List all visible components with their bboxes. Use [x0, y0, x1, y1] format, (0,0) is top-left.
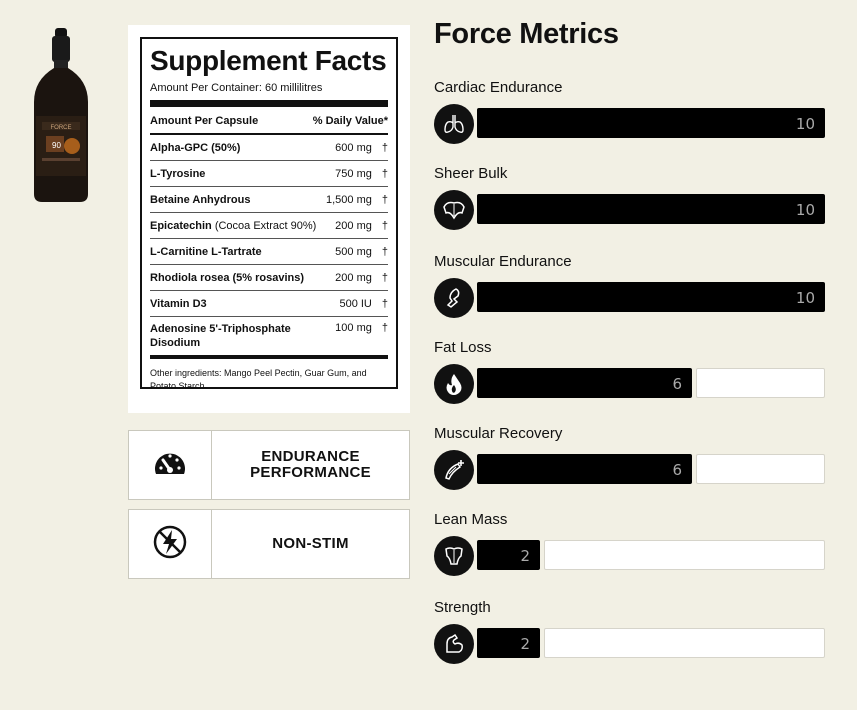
facts-row-amount: 750 mg: [335, 167, 372, 180]
facts-divider-bottom: [150, 355, 388, 359]
torso-icon: [434, 536, 474, 576]
metric-bar-remainder: [544, 628, 825, 658]
metric-bar-remainder: [696, 454, 825, 484]
supplement-facts-panel: Supplement Facts Amount Per Container: 6…: [128, 25, 410, 413]
metric-bar: 10: [477, 108, 825, 138]
bottle-label-number: 90: [52, 141, 61, 150]
lungs-icon: [434, 104, 474, 144]
facts-row: Rhodiola rosea (5% rosavins) 200 mg †: [150, 265, 388, 291]
metric-strength: Strength 2: [434, 599, 826, 679]
product-bottle-image: FORCE 90: [30, 28, 92, 204]
supplement-facts-label: Supplement Facts Amount Per Container: 6…: [140, 37, 398, 391]
metric-bar-fill: 10: [477, 108, 825, 138]
muscle-fiber-plus-icon: [434, 450, 474, 490]
metric-value: 10: [795, 201, 815, 219]
metric-value: 2: [520, 547, 530, 565]
facts-row: L-Carnitine L-Tartrate 500 mg †: [150, 239, 388, 265]
facts-row-dv: †: [381, 141, 388, 154]
facts-row-dv: †: [381, 271, 388, 284]
facts-row-amount: 1,500 mg: [326, 193, 372, 206]
facts-amount-per-container: Amount Per Container: 60 millilitres: [150, 82, 323, 94]
metric-bar: 2: [477, 540, 825, 570]
metric-bar: 10: [477, 282, 825, 312]
facts-row: Adenosine 5'-Triphosphate Disodium 100 m…: [150, 317, 388, 355]
metric-label: Fat Loss: [434, 339, 492, 356]
feature-label: NON-STIM: [272, 535, 349, 552]
metric-label: Muscular Endurance: [434, 253, 572, 270]
facts-row-dv: †: [381, 245, 388, 258]
metric-label: Muscular Recovery: [434, 425, 563, 442]
metric-label: Sheer Bulk: [434, 165, 508, 182]
facts-row: L-Tyrosine 750 mg †: [150, 161, 388, 187]
facts-row-dv: †: [381, 193, 388, 206]
metric-bar-fill: 10: [477, 282, 825, 312]
flame-icon: [434, 364, 474, 404]
metric-bar: 2: [477, 628, 825, 658]
metric-label: Strength: [434, 599, 491, 616]
facts-title: Supplement Facts: [150, 45, 387, 76]
running-leg-icon: [434, 278, 474, 318]
feature-non-stim: NON-STIM: [128, 509, 410, 579]
facts-row-dv: †: [381, 322, 388, 334]
facts-row: Vitamin D3 500 IU †: [150, 291, 388, 317]
muscle-back-icon: [434, 190, 474, 230]
facts-row-amount: 500 IU: [339, 297, 372, 310]
feature-endurance-performance: ENDURANCE PERFORMANCE: [128, 430, 410, 500]
metric-cardiac-endurance: Cardiac Endurance 10: [434, 79, 826, 159]
metric-value: 2: [520, 635, 530, 653]
facts-row: Alpha-GPC (50%) 600 mg †: [150, 135, 388, 161]
metric-lean-mass: Lean Mass 2: [434, 511, 826, 591]
no-stimulant-icon: [152, 524, 188, 565]
metric-bar-fill: 6: [477, 368, 692, 398]
facts-row-amount: 200 mg: [335, 271, 372, 284]
facts-other-ingredients: Other ingredients: Mango Peel Pectin, Gu…: [150, 368, 367, 391]
metric-bar-fill: 10: [477, 194, 825, 224]
facts-row-dv: †: [381, 219, 388, 232]
metric-bar-remainder: [544, 540, 825, 570]
metric-label: Lean Mass: [434, 511, 508, 528]
metric-bar-fill: 6: [477, 454, 692, 484]
feature-label: ENDURANCE PERFORMANCE: [250, 448, 371, 481]
metric-bar-remainder: [696, 368, 825, 398]
facts-row-amount: 200 mg: [335, 219, 372, 232]
speedometer-icon: [153, 448, 187, 483]
metric-value: 6: [672, 375, 682, 393]
metric-bar-fill: 2: [477, 628, 540, 658]
metric-bar: 6: [477, 368, 825, 398]
flexed-arm-icon: [434, 624, 474, 664]
facts-row-name: L-Tyrosine: [150, 167, 206, 180]
facts-row-amount: 500 mg: [335, 245, 372, 258]
facts-row-name: Epicatechin (Cocoa Extract 90%): [150, 219, 317, 232]
facts-row: Betaine Anhydrous 1,500 mg †: [150, 187, 388, 213]
metric-muscular-endurance: Muscular Endurance 10: [434, 253, 826, 333]
metric-value: 10: [795, 115, 815, 133]
metric-value: 10: [795, 289, 815, 307]
metrics-title: Force Metrics: [434, 18, 619, 50]
facts-divider: [150, 100, 388, 107]
facts-row-name: L-Carnitine L-Tartrate: [150, 245, 262, 258]
facts-col-left: Amount Per Capsule: [150, 115, 259, 127]
facts-row-dv: †: [381, 297, 388, 310]
facts-row-sub: (Cocoa Extract 90%): [214, 219, 317, 232]
metric-value: 6: [672, 461, 682, 479]
facts-row-dv: †: [381, 167, 388, 180]
facts-col-right: % Daily Value*: [312, 115, 388, 127]
facts-row-amount: 600 mg: [335, 141, 372, 154]
bottle-label-text: FORCE: [51, 125, 72, 131]
metric-label: Cardiac Endurance: [434, 79, 563, 96]
metric-sheer-bulk: Sheer Bulk 10: [434, 165, 826, 245]
facts-row-name: Adenosine 5'-Triphosphate Disodium: [150, 323, 291, 349]
metric-bar: 6: [477, 454, 825, 484]
facts-row-name: Alpha-GPC (50%): [150, 141, 241, 154]
metric-bar: 10: [477, 194, 825, 224]
metric-muscular-recovery: Muscular Recovery 6: [434, 425, 826, 505]
metric-fat-loss: Fat Loss 6: [434, 339, 826, 419]
facts-row-amount: 100 mg: [335, 322, 372, 334]
facts-row-name: Rhodiola rosea (5% rosavins): [150, 271, 305, 284]
facts-header-row: Amount Per Capsule % Daily Value*: [150, 107, 388, 135]
facts-row-name: Betaine Anhydrous: [150, 193, 251, 206]
facts-row-name: Vitamin D3: [150, 297, 207, 310]
facts-row: Epicatechin (Cocoa Extract 90%) 200 mg †: [150, 213, 388, 239]
metric-bar-fill: 2: [477, 540, 540, 570]
